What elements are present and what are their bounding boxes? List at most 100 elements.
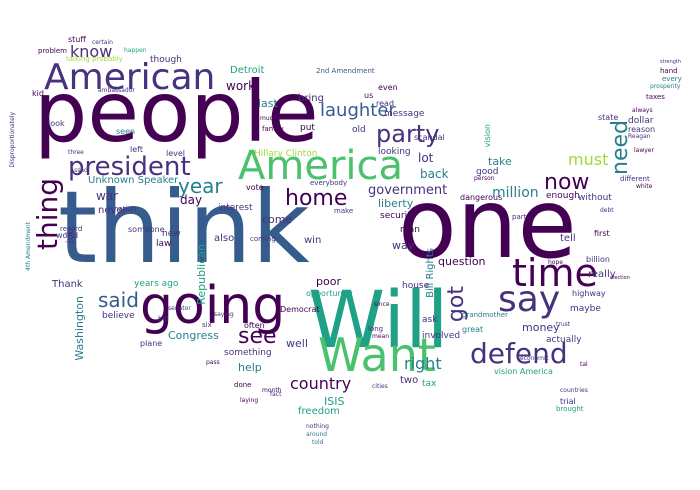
word-make: make bbox=[334, 207, 354, 215]
word-ambassador: ambassador bbox=[98, 87, 135, 94]
word-often: often bbox=[244, 321, 265, 330]
word-million: million bbox=[492, 185, 539, 201]
word-new: new bbox=[162, 229, 181, 239]
word-people: people bbox=[34, 63, 319, 161]
word-fact: fact bbox=[270, 391, 282, 398]
word-unknown-speaker: Unknown Speaker bbox=[88, 175, 179, 186]
word-tell: tell bbox=[560, 233, 576, 244]
word-assad: Assad bbox=[70, 167, 88, 174]
word-democrat: Democrat bbox=[280, 305, 320, 314]
word-certain: certain bbox=[92, 39, 113, 46]
word-taxes: taxes bbox=[646, 93, 665, 101]
word-family: family bbox=[262, 125, 284, 133]
word-want: Want bbox=[318, 328, 436, 382]
word-maybe: maybe bbox=[570, 304, 601, 314]
word-know: know bbox=[70, 42, 113, 61]
word-every: every bbox=[662, 75, 682, 83]
word-six: six bbox=[202, 321, 212, 329]
word-brought: brought bbox=[556, 405, 584, 413]
word-long: long bbox=[368, 325, 384, 333]
word-way: way bbox=[392, 239, 415, 252]
word-last: last bbox=[258, 97, 278, 110]
word-enough: enough bbox=[546, 191, 580, 201]
word-believe: believe bbox=[102, 311, 135, 321]
word-nothing: nothing bbox=[306, 423, 329, 430]
word-congress: Congress bbox=[168, 329, 219, 342]
word-strength: strength bbox=[660, 59, 682, 65]
word-now: now bbox=[544, 170, 590, 195]
word-defend: defend bbox=[470, 337, 568, 370]
word-trial: trial bbox=[560, 397, 576, 406]
word-two: two bbox=[400, 375, 419, 386]
word-different: different bbox=[620, 175, 650, 183]
word-poor: poor bbox=[316, 275, 341, 288]
word-problem: problem bbox=[38, 47, 67, 55]
word-highway: highway bbox=[572, 289, 606, 298]
word-security: security bbox=[380, 211, 416, 221]
word-pass: pass bbox=[206, 359, 220, 366]
word-4th-amendment: 4th Amendment bbox=[25, 222, 32, 271]
word-never: never bbox=[98, 205, 127, 216]
word-grandmother: grandmother bbox=[462, 311, 508, 319]
word-dangerous: dangerous bbox=[460, 193, 503, 202]
word-reagan: Reagan bbox=[628, 133, 651, 140]
word-trust: trust bbox=[556, 321, 571, 328]
word-told: told bbox=[312, 439, 324, 446]
word-debt: debt bbox=[600, 207, 614, 214]
word-disproportionately: Disproportionately bbox=[9, 112, 16, 168]
word-good: good bbox=[476, 167, 499, 177]
word-vote: vote bbox=[246, 183, 264, 192]
word-everybody: everybody bbox=[310, 179, 348, 187]
word-well: well bbox=[286, 337, 308, 350]
word-detroit: Detroit bbox=[230, 65, 265, 76]
word-said: said bbox=[98, 288, 139, 312]
word-great: great bbox=[462, 325, 484, 334]
word-hillary-clinton: Hillary Clinton bbox=[254, 149, 318, 159]
word-reason: reason bbox=[628, 125, 656, 134]
word-2nd-amendment: 2nd Amendment bbox=[316, 67, 375, 75]
word-party: party bbox=[376, 120, 440, 148]
word-lot: lot bbox=[418, 151, 434, 165]
word-tax: tax bbox=[422, 379, 437, 389]
word-billion: billion bbox=[586, 255, 610, 264]
word-level: level bbox=[166, 149, 186, 158]
word-stuff: stuff bbox=[68, 35, 86, 44]
word-years-ago: years ago bbox=[134, 279, 179, 289]
word-around: around bbox=[306, 431, 328, 438]
word-right: right bbox=[404, 354, 442, 373]
word-home: home bbox=[285, 186, 348, 211]
word-bring: bring bbox=[298, 93, 324, 104]
word-country: country bbox=[290, 374, 352, 393]
word-vision: vision bbox=[483, 124, 492, 148]
word-involved: involved bbox=[422, 331, 461, 341]
word-state: state bbox=[598, 113, 619, 122]
word-three: three bbox=[68, 149, 84, 156]
word-look: look bbox=[48, 119, 65, 128]
word-mean: mean bbox=[372, 333, 390, 340]
word-work: work bbox=[226, 79, 256, 93]
word-much: much bbox=[260, 115, 277, 122]
word-election: election bbox=[610, 275, 630, 281]
word-lawyer: lawyer bbox=[634, 147, 654, 154]
word-us: us bbox=[364, 91, 374, 100]
word-talking-probably: talking probably bbox=[66, 55, 123, 63]
word-president: president bbox=[68, 152, 191, 182]
word-part: part bbox=[512, 213, 527, 221]
word-liberty: liberty bbox=[378, 197, 414, 210]
word-republican: Republican bbox=[195, 244, 208, 305]
word-day: day bbox=[180, 193, 203, 207]
word-government: government bbox=[368, 183, 448, 198]
word-win: win bbox=[304, 235, 322, 246]
word-laying: laying bbox=[240, 397, 259, 404]
word-interest: interest bbox=[218, 203, 253, 213]
word-money: money bbox=[522, 321, 560, 334]
word-seen: seen bbox=[116, 127, 136, 136]
word-prosperity: prosperity bbox=[650, 83, 681, 90]
word-laughter: laughter bbox=[320, 100, 396, 121]
word-tal: tal bbox=[580, 361, 588, 368]
word-scandal: scandal bbox=[414, 133, 445, 142]
word-something: something bbox=[224, 348, 272, 358]
word-since: since bbox=[374, 301, 390, 308]
word-world: world bbox=[56, 231, 79, 240]
word-white: white bbox=[636, 183, 653, 190]
